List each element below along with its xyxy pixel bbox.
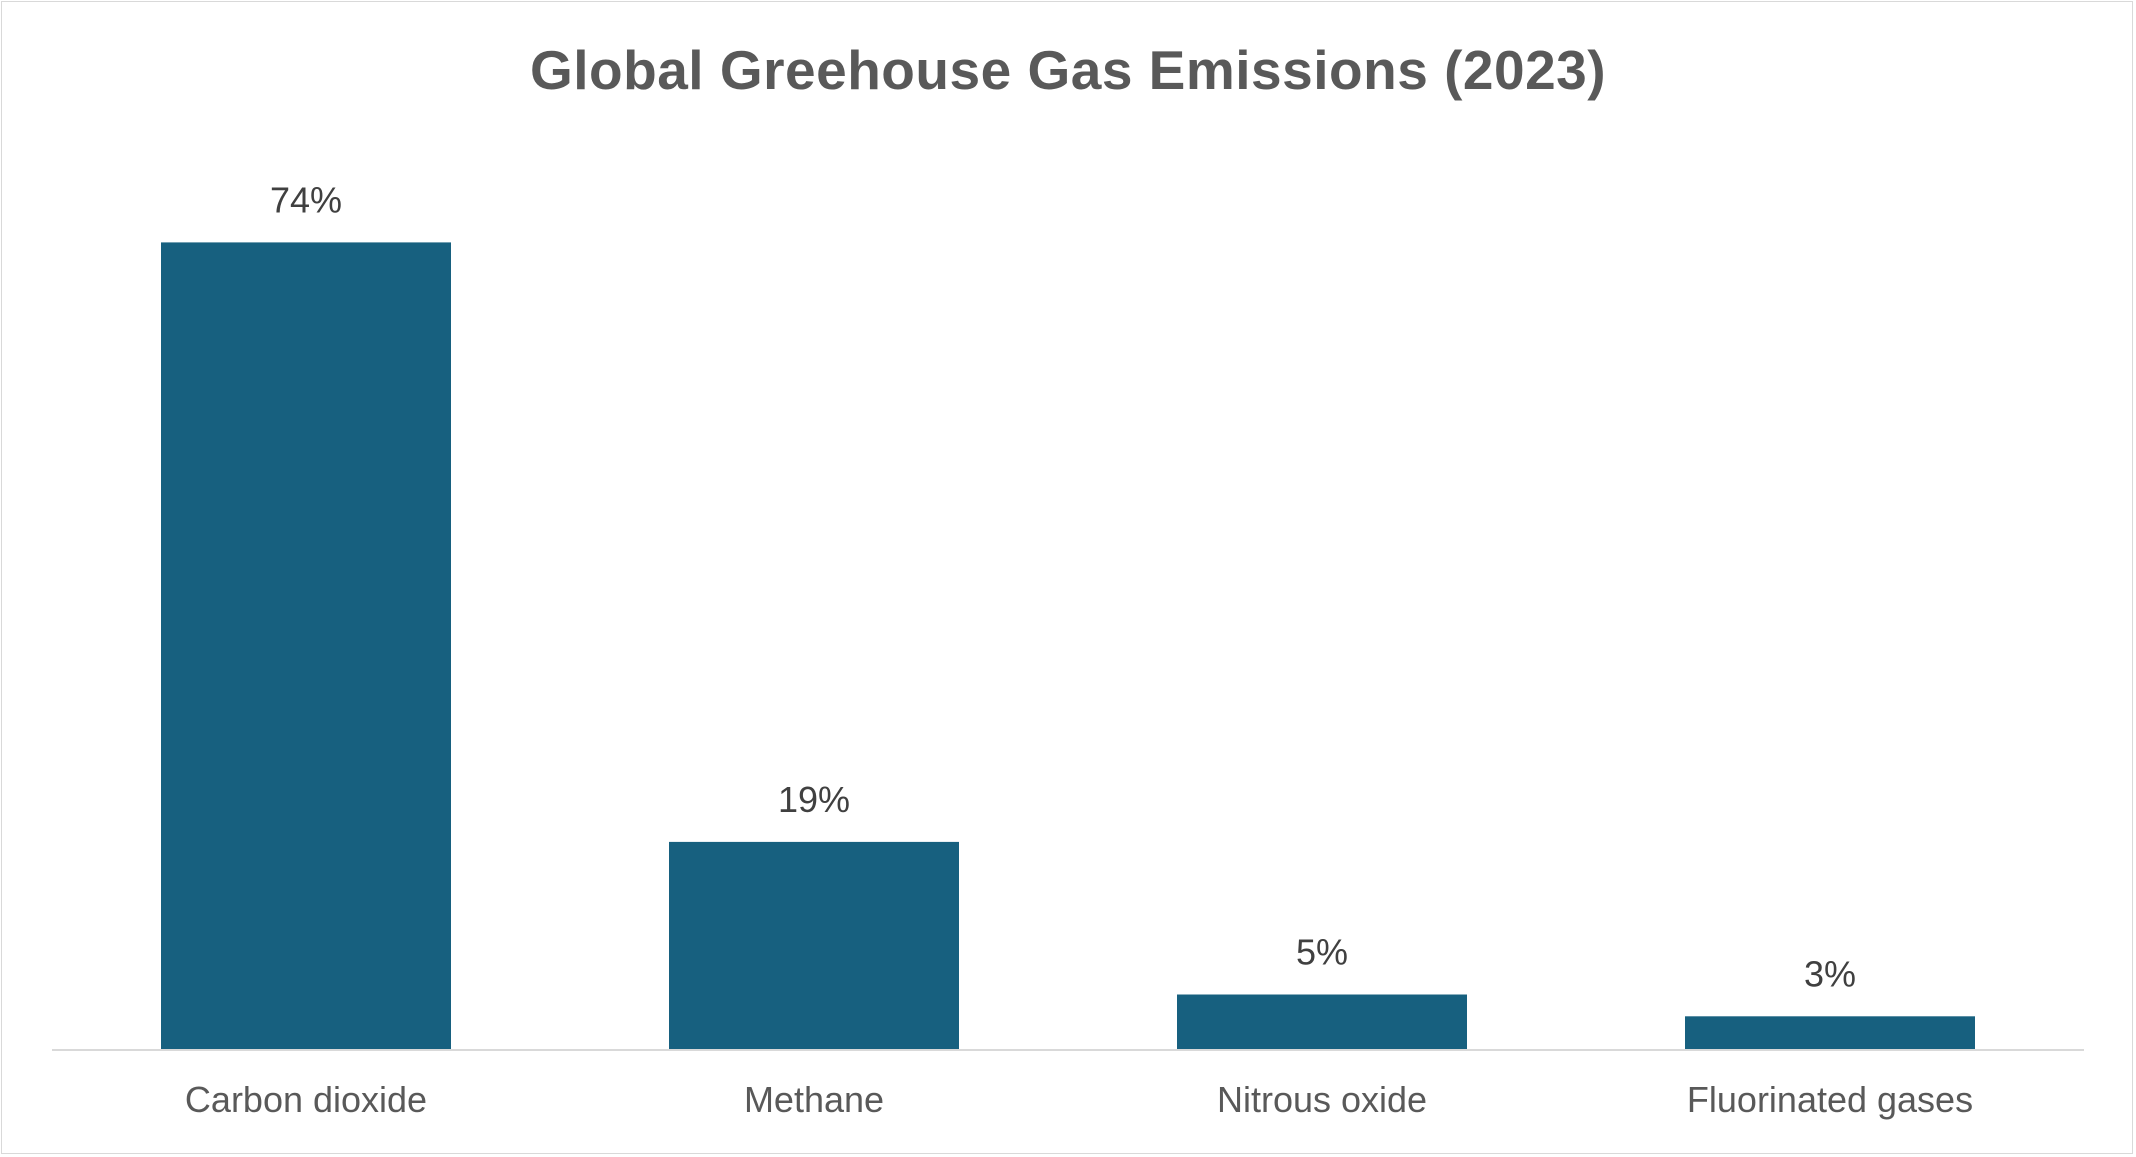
bar-methane: [669, 841, 959, 1049]
bar-carbon-dioxide: [161, 242, 451, 1049]
bars-layer: [161, 242, 1975, 1049]
chart-title: Global Greehouse Gas Emissions (2023): [529, 39, 1607, 101]
category-label: Carbon dioxide: [185, 1079, 427, 1120]
data-label: 74%: [270, 179, 342, 220]
data-label: 3%: [1804, 953, 1856, 994]
category-label: Methane: [744, 1079, 884, 1120]
category-label: Nitrous oxide: [1217, 1079, 1427, 1120]
category-labels-layer: Carbon dioxide Methane Nitrous oxide Fluori…: [185, 1079, 1973, 1120]
data-label: 5%: [1296, 932, 1348, 973]
category-label: Fluorinated gases: [1687, 1079, 1973, 1120]
data-labels-layer: 74% 19% 5% 3%: [270, 179, 1856, 994]
data-label: 19%: [778, 779, 850, 820]
bar-nitrous-oxide: [1177, 994, 1467, 1049]
bar-fluorinated-gases: [1685, 1016, 1975, 1049]
